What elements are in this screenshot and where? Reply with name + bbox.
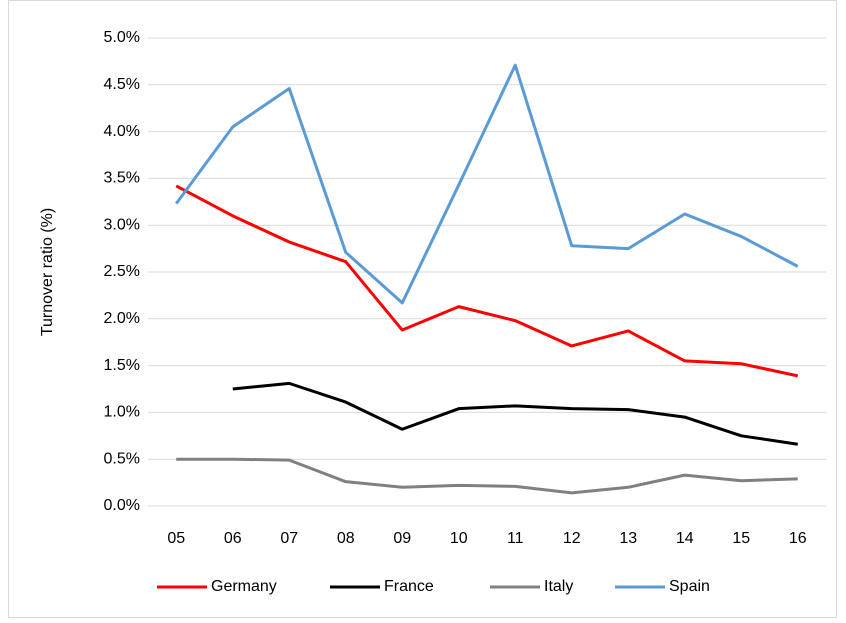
x-tick-label: 09: [393, 530, 411, 547]
y-axis-title: Turnover ratio (%): [39, 208, 56, 336]
x-tick-label: 12: [563, 530, 581, 547]
x-tick-label: 13: [619, 530, 637, 547]
legend-label: Germany: [211, 578, 277, 595]
x-tick-label: 15: [732, 530, 750, 547]
series-line: [175, 184, 799, 378]
y-tick-label: 3.0%: [104, 216, 140, 233]
series-line: [232, 381, 798, 446]
chart-border: [8, 0, 837, 618]
series-line: [176, 457, 798, 495]
x-tick-label: 06: [224, 530, 242, 547]
y-tick-label: 1.5%: [104, 357, 140, 374]
series-line: [175, 63, 799, 305]
y-tick-label: 3.5%: [104, 170, 140, 187]
x-tick-label: 14: [676, 530, 694, 547]
legend-label: France: [384, 578, 434, 595]
y-tick-label: 5.0%: [104, 29, 140, 46]
y-tick-label: 0.5%: [104, 450, 140, 467]
y-tick-label: 0.0%: [104, 497, 140, 514]
y-tick-label: 2.0%: [104, 310, 140, 327]
y-tick-label: 4.0%: [104, 123, 140, 140]
legend-label: Italy: [544, 578, 573, 595]
x-tick-label: 16: [789, 530, 807, 547]
x-tick-label: 05: [167, 530, 185, 547]
y-tick-label: 2.5%: [104, 263, 140, 280]
x-tick-label: 07: [280, 530, 298, 547]
legend-label: Spain: [669, 578, 710, 595]
x-tick-label: 08: [337, 530, 355, 547]
y-tick-label: 4.5%: [104, 76, 140, 93]
y-tick-label: 1.0%: [104, 404, 140, 421]
x-tick-label: 11: [507, 530, 524, 547]
x-tick-label: 10: [450, 530, 468, 547]
